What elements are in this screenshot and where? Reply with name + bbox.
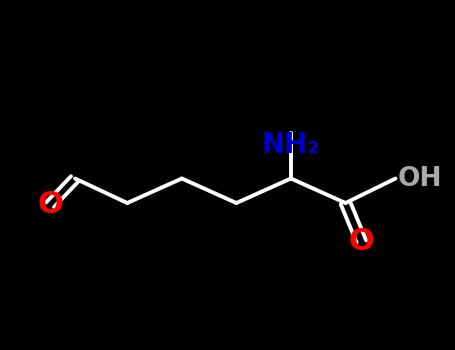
Text: NH₂: NH₂ [262, 131, 320, 159]
Text: O: O [37, 190, 63, 219]
Text: O: O [349, 227, 374, 256]
Text: OH: OH [398, 166, 442, 191]
